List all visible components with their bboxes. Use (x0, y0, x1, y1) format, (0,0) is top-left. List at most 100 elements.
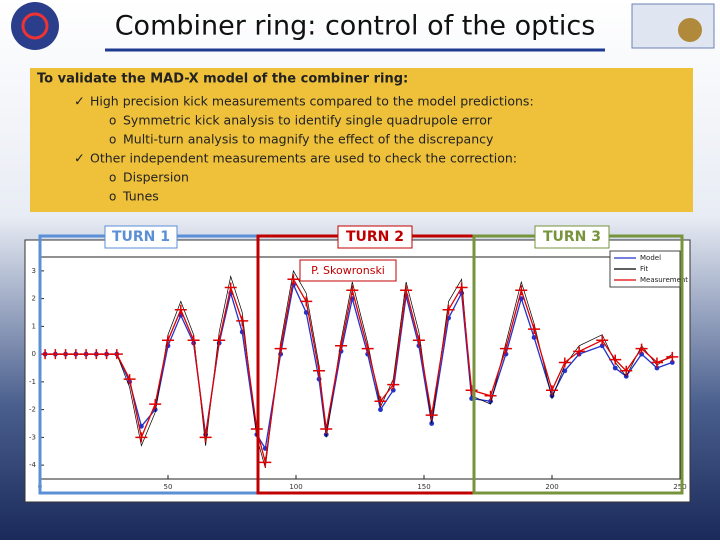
measurement-point (499, 343, 512, 354)
measurement-point (236, 315, 249, 326)
measurement-point (346, 285, 359, 296)
model-point (531, 335, 537, 340)
measurement-point (442, 304, 455, 315)
turn-2-tag (337, 225, 413, 249)
measurement-point (259, 457, 272, 468)
model-point (599, 343, 605, 349)
measurement-point (199, 432, 212, 443)
measurement-point (650, 357, 663, 368)
y-tick-label: 3 (32, 267, 36, 275)
measurement-point (455, 282, 468, 293)
turn-label: TURN 2 (346, 229, 404, 245)
measurement-point (274, 343, 287, 354)
measurement-point (596, 335, 609, 346)
turn-1-tag (104, 225, 178, 249)
logo-right (631, 3, 715, 49)
x-tick-label: 100 (289, 483, 302, 491)
measurement-point (320, 424, 333, 435)
measurement-point (484, 390, 497, 401)
measurement-point (666, 351, 679, 362)
model-point (669, 360, 675, 365)
y-tick-label: -1 (29, 378, 36, 386)
measurement-point (287, 274, 300, 285)
bullet: Other independent measurements are used … (90, 151, 517, 166)
series-line (45, 269, 673, 468)
measurement-point (528, 324, 541, 335)
plot-panel (24, 239, 691, 503)
x-tick-label: 50 (164, 483, 173, 491)
logo-left-ring (21, 12, 49, 40)
measurement-point (135, 432, 148, 443)
model-point (562, 368, 568, 374)
info-box (30, 68, 693, 212)
sub-bullet: Symmetric kick analysis to identify sing… (123, 113, 493, 128)
sub-bullet: Dispersion (123, 170, 189, 185)
model-point (138, 423, 144, 429)
legend-label: Measurement (640, 276, 688, 284)
measurement-point (335, 340, 348, 351)
measurement-point (546, 385, 558, 396)
logo-right-globe (678, 18, 702, 42)
measurement-point (573, 346, 586, 357)
model-point (639, 351, 644, 357)
bullet: High precision kick measurements compare… (90, 94, 534, 109)
measurement-point (110, 349, 123, 360)
measurement-point (558, 357, 571, 368)
measurement-point (515, 285, 528, 296)
sub-marker: o (109, 133, 116, 147)
measurement-point (620, 365, 633, 376)
measurement-point (300, 296, 313, 307)
sub-marker: o (109, 190, 116, 204)
measurement-point (425, 410, 438, 421)
measurement-point (69, 349, 82, 360)
model-point (612, 365, 618, 371)
legend-label: Model (640, 254, 661, 262)
measurement-point (90, 349, 103, 360)
x-tick-label: 200 (545, 483, 558, 491)
slide-title: Combiner ring: control of the optics (115, 11, 596, 42)
x-tick-label: 250 (673, 483, 686, 491)
turn-label: TURN 3 (543, 229, 601, 245)
measurement-point (635, 343, 648, 354)
y-tick-label: 0 (32, 350, 36, 358)
measurement-point (149, 399, 162, 410)
measurement-point (412, 335, 425, 346)
measurement-point (49, 349, 62, 360)
check: ✓ (74, 95, 85, 110)
sub-bullet: Multi-turn analysis to magnify the effec… (123, 132, 494, 147)
measurement-point (59, 349, 72, 360)
box-heading: To validate the MAD-X model of the combi… (37, 72, 408, 87)
measurement-point (213, 335, 226, 346)
measurement-point (224, 282, 237, 293)
measurement-point (609, 354, 622, 365)
measurement-point (465, 385, 478, 396)
measurement-point (313, 365, 326, 376)
turn-label: TURN 1 (112, 229, 170, 245)
author: P. Skowronski (311, 264, 385, 277)
sub-marker: o (109, 114, 116, 128)
sub-marker: o (109, 171, 116, 185)
y-tick-label: 1 (32, 322, 36, 330)
turn-3-tag (534, 225, 610, 249)
measurement-point (100, 349, 113, 360)
y-tick-label: -3 (29, 433, 36, 441)
measurement-point (162, 335, 174, 346)
measurement-point (361, 343, 374, 354)
legend-label: Fit (640, 265, 648, 273)
y-tick-label: 2 (32, 295, 36, 303)
measurement-point (123, 374, 136, 385)
measurement-point (374, 396, 387, 407)
author-tag (299, 259, 397, 282)
y-tick-label: -2 (29, 406, 36, 414)
model-point (654, 365, 660, 371)
logo-left (11, 2, 59, 50)
model-point (378, 407, 383, 413)
measurement-point (187, 335, 200, 346)
measurement-point (400, 285, 413, 296)
model-point (390, 387, 396, 393)
sub-bullet: Tunes (122, 189, 159, 204)
measurement-point (174, 304, 187, 315)
